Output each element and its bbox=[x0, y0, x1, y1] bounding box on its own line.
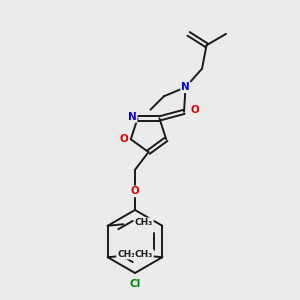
Text: O: O bbox=[190, 105, 200, 116]
Text: CH₃: CH₃ bbox=[135, 250, 153, 259]
Text: CH₃: CH₃ bbox=[135, 218, 153, 227]
Text: N: N bbox=[181, 82, 190, 92]
Text: O: O bbox=[130, 186, 140, 197]
Text: Cl: Cl bbox=[129, 279, 141, 290]
Text: O: O bbox=[120, 134, 129, 144]
Text: N: N bbox=[128, 112, 136, 122]
Text: CH₃: CH₃ bbox=[117, 250, 135, 259]
